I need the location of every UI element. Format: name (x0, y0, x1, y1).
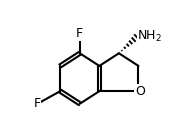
Text: O: O (135, 85, 145, 98)
Text: F: F (33, 97, 40, 110)
Text: NH$_2$: NH$_2$ (137, 29, 162, 44)
Text: F: F (76, 27, 83, 40)
